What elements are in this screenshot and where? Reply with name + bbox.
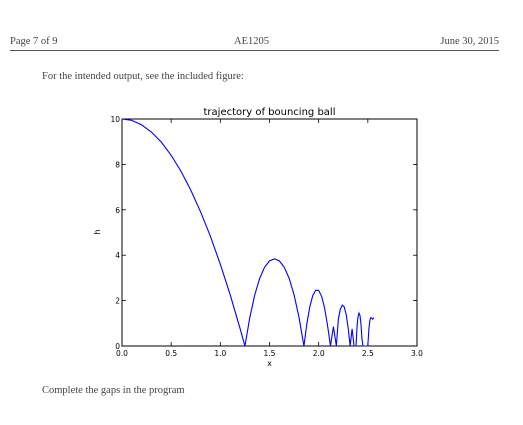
x-tick-label-6: 3.0	[411, 349, 423, 358]
plot-frame	[122, 119, 417, 346]
y-tick-label-0: 0	[115, 342, 120, 351]
x-axis-label: x	[267, 359, 272, 368]
closing-paragraph: Complete the gaps in the program	[42, 385, 185, 396]
y-tick-label-2: 4	[115, 251, 120, 260]
x-tick-label-4: 2.0	[313, 349, 325, 358]
y-axis-label: h	[93, 229, 102, 234]
x-tick-label-2: 1.0	[214, 349, 226, 358]
y-tick-label-5: 10	[110, 115, 120, 124]
x-tick-label-3: 1.5	[264, 349, 276, 358]
chart-title: trajectory of bouncing ball	[204, 107, 336, 118]
y-tick-label-3: 6	[115, 206, 120, 215]
x-tick-label-5: 2.5	[362, 349, 374, 358]
y-tick-label-1: 2	[115, 297, 120, 306]
y-tick-label-4: 8	[115, 160, 120, 169]
x-tick-label-1: 0.5	[165, 349, 177, 358]
